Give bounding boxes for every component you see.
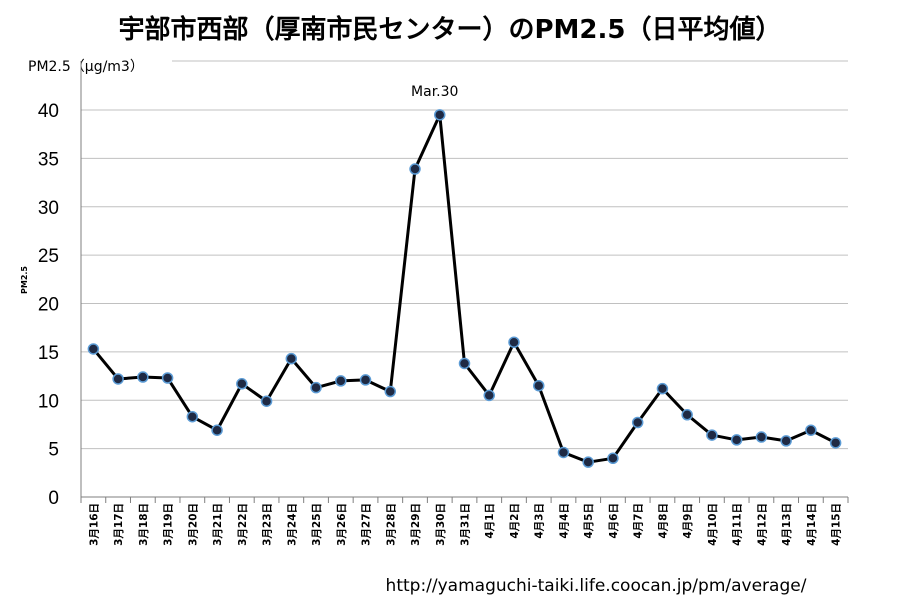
y-tick-label: 30 bbox=[38, 198, 59, 219]
x-tick-label: 4月6日 bbox=[608, 503, 620, 539]
y-axis-ticks: 0 5 10 15 20 25 30 35 40 bbox=[38, 101, 59, 509]
x-tick-label: 4月10日 bbox=[707, 503, 719, 546]
data-point bbox=[335, 375, 347, 387]
x-tick-label: 4月9日 bbox=[682, 503, 694, 539]
data-point bbox=[285, 352, 298, 365]
x-tick-label: 3月18日 bbox=[138, 503, 150, 546]
data-point bbox=[458, 357, 471, 370]
data-point bbox=[631, 416, 644, 429]
data-point bbox=[260, 395, 273, 407]
x-tick-label: 3月16日 bbox=[88, 503, 100, 546]
data-point bbox=[211, 424, 223, 436]
data-point bbox=[780, 435, 792, 447]
data-point bbox=[384, 385, 397, 398]
x-tick-label: 3月26日 bbox=[336, 503, 348, 546]
x-axis-ticks: 3月16日 3月17日 3月18日 3月19日 3月20日 3月21日 3月22日 3月23日… bbox=[80, 497, 849, 546]
x-tick-label: 4月5日 bbox=[583, 503, 595, 539]
x-tick-label: 4月4日 bbox=[558, 503, 570, 539]
y-tick-label: 0 bbox=[48, 488, 59, 509]
data-point bbox=[508, 336, 520, 348]
x-tick-label: 4月15日 bbox=[831, 503, 843, 546]
data-point bbox=[236, 378, 248, 390]
peak-annotation: Mar.30 bbox=[411, 84, 458, 100]
series-line bbox=[92, 113, 837, 464]
gridlines bbox=[80, 60, 848, 498]
y-tick-label: 20 bbox=[38, 295, 59, 316]
data-point bbox=[557, 446, 570, 459]
data-point bbox=[310, 381, 322, 394]
x-tick-label: 3月24日 bbox=[286, 503, 298, 546]
x-tick-label: 4月8日 bbox=[657, 503, 669, 539]
x-tick-label: 3月29日 bbox=[410, 503, 422, 546]
data-point bbox=[137, 371, 149, 383]
data-point bbox=[730, 434, 743, 446]
chart-title: 宇部市西部（厚南市民センター）のPM2.5（日平均値） bbox=[119, 14, 782, 45]
x-tick-label: 4月7日 bbox=[633, 503, 645, 539]
y-tick-label: 5 bbox=[48, 440, 59, 461]
x-tick-label: 3月17日 bbox=[113, 503, 125, 546]
data-point bbox=[161, 372, 174, 384]
data-point bbox=[829, 437, 842, 449]
x-tick-label: 3月22日 bbox=[237, 503, 249, 546]
series-pm25 bbox=[87, 109, 842, 468]
data-point bbox=[582, 456, 594, 468]
x-tick-label: 3月21日 bbox=[212, 503, 224, 546]
x-tick-label: 3月23日 bbox=[262, 503, 274, 546]
x-tick-label: 3月19日 bbox=[163, 503, 175, 546]
x-tick-label: 4月11日 bbox=[732, 503, 744, 546]
data-point bbox=[483, 389, 495, 402]
y-axis-title: PM2.5 bbox=[20, 266, 29, 294]
data-point bbox=[186, 410, 199, 423]
x-tick-label: 4月12日 bbox=[756, 503, 768, 546]
x-tick-label: 3月25日 bbox=[311, 503, 323, 546]
data-point bbox=[87, 343, 100, 355]
y-tick-label: 35 bbox=[38, 149, 59, 170]
x-tick-label: 4月2日 bbox=[509, 503, 521, 539]
x-tick-label: 3月30日 bbox=[435, 503, 447, 546]
data-point bbox=[656, 382, 669, 395]
data-point bbox=[755, 431, 768, 443]
x-tick-label: 3月27日 bbox=[361, 503, 373, 546]
x-tick-label: 4月1日 bbox=[484, 503, 496, 539]
data-point bbox=[706, 429, 718, 441]
data-point bbox=[359, 374, 372, 386]
x-tick-label: 3月28日 bbox=[385, 503, 397, 546]
x-tick-label: 3月31日 bbox=[460, 503, 472, 546]
data-point bbox=[409, 163, 421, 175]
y-tick-label: 25 bbox=[38, 246, 59, 267]
data-point bbox=[532, 379, 545, 392]
x-tick-label: 3月20日 bbox=[187, 503, 199, 546]
x-tick-label: 4月14日 bbox=[806, 503, 818, 546]
y-tick-label: 15 bbox=[38, 343, 59, 364]
data-point bbox=[805, 424, 817, 436]
x-tick-label: 4月13日 bbox=[781, 503, 793, 546]
data-point bbox=[681, 409, 693, 421]
data-point bbox=[434, 109, 446, 121]
source-url: http://yamaguchi-taiki.life.coocan.jp/pm… bbox=[386, 576, 807, 596]
data-point bbox=[607, 452, 619, 465]
x-tick-label: 4月3日 bbox=[534, 503, 546, 539]
y-tick-label: 10 bbox=[38, 391, 59, 412]
y-axis-unit-label: PM2.5（μg/m3） bbox=[28, 59, 144, 75]
y-tick-label: 40 bbox=[38, 101, 59, 122]
data-point bbox=[112, 373, 124, 385]
